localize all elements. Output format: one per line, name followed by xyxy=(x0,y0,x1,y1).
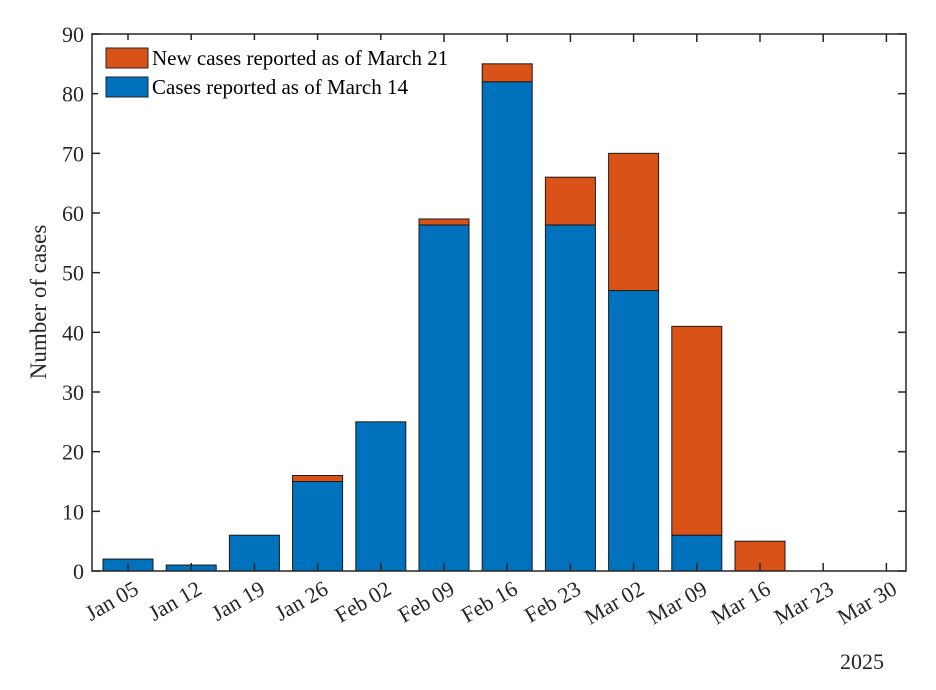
plot-frame xyxy=(91,33,907,572)
bar-new-cases-jan-26 xyxy=(292,475,344,482)
legend-label-reported-cases: Cases reported as of March 14 xyxy=(152,75,408,99)
bar-new-cases-mar-16 xyxy=(734,540,786,572)
bars-group xyxy=(102,63,786,572)
bar-reported-cases-feb-23 xyxy=(544,224,596,572)
bar-new-cases-mar-09 xyxy=(671,325,723,536)
y-tick-label: 40 xyxy=(62,320,84,345)
y-tick-label: 70 xyxy=(62,141,84,166)
legend-swatch-reported-cases xyxy=(105,76,149,98)
y-axis: 0 10 20 30 40 50 60 70 80 90 xyxy=(62,22,906,584)
x-tick-label: Mar 23 xyxy=(770,576,838,630)
legend-box xyxy=(98,40,436,104)
bar-reported-cases-feb-16 xyxy=(481,81,533,572)
x-tick-label: Feb 09 xyxy=(394,576,459,628)
x-tick-label: Mar 02 xyxy=(580,576,648,630)
x-tick-label: Feb 02 xyxy=(330,576,395,628)
y-tick-label: 0 xyxy=(73,559,84,584)
legend-swatch-new-cases xyxy=(105,47,149,69)
legend: New cases reported as of March 21 Cases … xyxy=(98,40,448,104)
x-tick-label: Mar 09 xyxy=(643,576,711,630)
x-tick-label: Feb 16 xyxy=(457,576,522,628)
legend-label-new-cases: New cases reported as of March 21 xyxy=(152,46,448,70)
bar-reported-cases-mar-02 xyxy=(608,290,660,572)
x-tick-label: Jan 26 xyxy=(270,576,332,626)
bar-new-cases-mar-02 xyxy=(608,152,660,292)
x-tick-label: Jan 05 xyxy=(81,576,143,626)
y-tick-label: 50 xyxy=(62,261,84,286)
x-tick-label: Jan 19 xyxy=(207,576,269,626)
bar-new-cases-feb-23 xyxy=(544,176,596,226)
y-axis-title: Number of cases xyxy=(26,225,51,380)
x-tick-label: Mar 30 xyxy=(833,576,901,630)
y-tick-label: 30 xyxy=(62,380,84,405)
x-axis-year-label: 2025 xyxy=(840,649,884,674)
x-tick-label: Jan 12 xyxy=(144,576,206,626)
y-tick-label: 80 xyxy=(62,82,84,107)
x-tick-label: Mar 16 xyxy=(706,576,774,630)
bar-new-cases-feb-09 xyxy=(418,218,470,226)
y-tick-label: 90 xyxy=(62,22,84,47)
y-tick-label: 60 xyxy=(62,201,84,226)
bar-reported-cases-feb-02 xyxy=(355,421,407,572)
y-tick-label: 10 xyxy=(62,499,84,524)
x-tick-label: Feb 23 xyxy=(520,576,585,628)
bar-new-cases-feb-16 xyxy=(481,63,533,83)
bar-reported-cases-jan-26 xyxy=(292,481,344,572)
bar-reported-cases-feb-09 xyxy=(418,224,470,572)
y-tick-label: 20 xyxy=(62,440,84,465)
